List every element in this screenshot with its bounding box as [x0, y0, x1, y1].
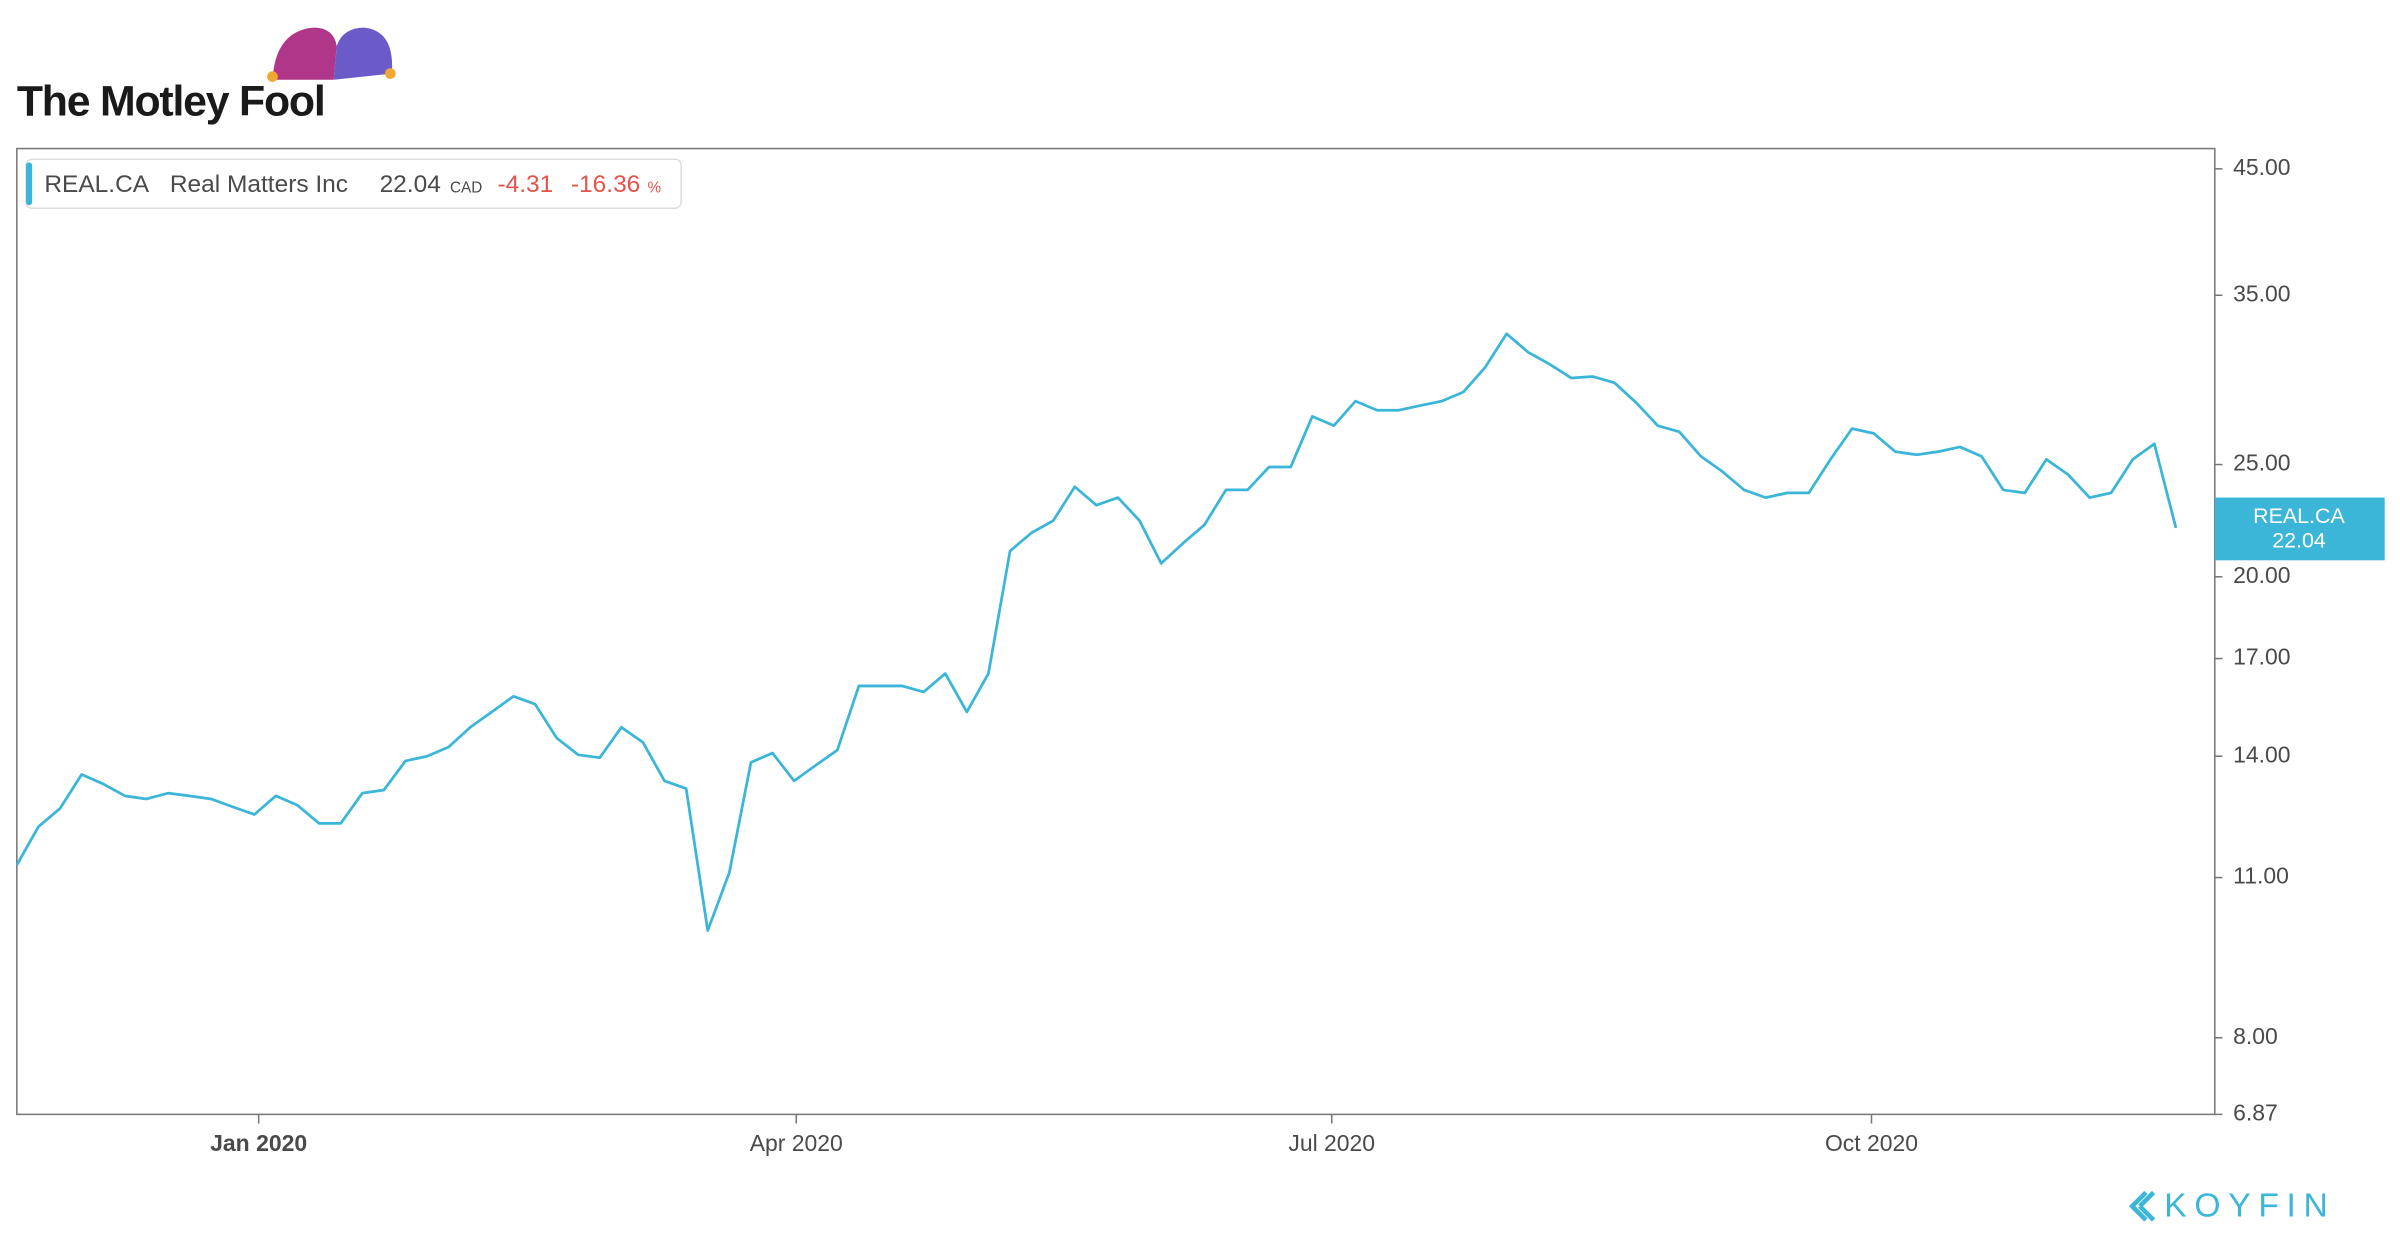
plot-frame [16, 147, 2216, 1116]
logo: The Motley Fool [17, 27, 396, 125]
ticker: REAL.CA [44, 171, 149, 198]
currency: CAD [450, 179, 482, 196]
legend: REAL.CA Real Matters Inc 22.04 CAD -4.31… [25, 158, 682, 210]
badge-price: 22.04 [2272, 529, 2326, 553]
source: KOYFIN [2164, 1188, 2335, 1225]
x-tick-label: Jan 2020 [210, 1130, 307, 1156]
source-logo: KOYFIN [2128, 1188, 2335, 1225]
logo-bell [384, 68, 396, 79]
y-tick-label: 17.00 [2233, 644, 2290, 670]
logo-hat [333, 27, 393, 80]
y-tick-label: 20.00 [2233, 562, 2290, 588]
y-tick-label: 25.00 [2233, 450, 2290, 476]
y-tick-label: 35.00 [2233, 280, 2290, 306]
logo-hat [272, 27, 337, 80]
y-tick-label: 14.00 [2233, 741, 2290, 767]
x-tick-label: Jul 2020 [1288, 1130, 1375, 1156]
y-tick-label: 6.87 [2233, 1099, 2278, 1125]
badge-ticker: REAL.CA [2253, 504, 2345, 528]
logo-bell [267, 71, 278, 82]
last-price: 22.04 [380, 171, 441, 198]
price-line [15, 332, 2178, 932]
last-value-badge: REAL.CA 22.04 [2214, 497, 2385, 561]
x-tick-label: Oct 2020 [1825, 1130, 1918, 1156]
y-tick-label: 8.00 [2233, 1023, 2278, 1049]
brand: The Motley Fool [17, 77, 325, 125]
y-tick-label: 11.00 [2233, 863, 2289, 889]
company: Real Matters Inc [170, 171, 348, 198]
badge-bg [2214, 497, 2385, 561]
change-percent: -16.36 [571, 171, 640, 198]
percent-sign: % [647, 179, 661, 196]
legend-swatch [26, 162, 33, 206]
x-tick-label: Apr 2020 [750, 1130, 843, 1156]
change: -4.31 [497, 171, 553, 198]
source-icon [2128, 1190, 2156, 1222]
y-tick-label: 45.00 [2233, 154, 2290, 180]
